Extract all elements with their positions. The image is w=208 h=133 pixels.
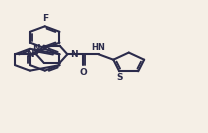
Text: S: S (116, 73, 123, 82)
Text: N: N (70, 50, 78, 59)
Text: HN: HN (92, 43, 105, 52)
Text: F: F (42, 14, 48, 23)
Text: N: N (26, 50, 33, 59)
Text: N: N (32, 44, 40, 53)
Text: O: O (79, 68, 87, 77)
